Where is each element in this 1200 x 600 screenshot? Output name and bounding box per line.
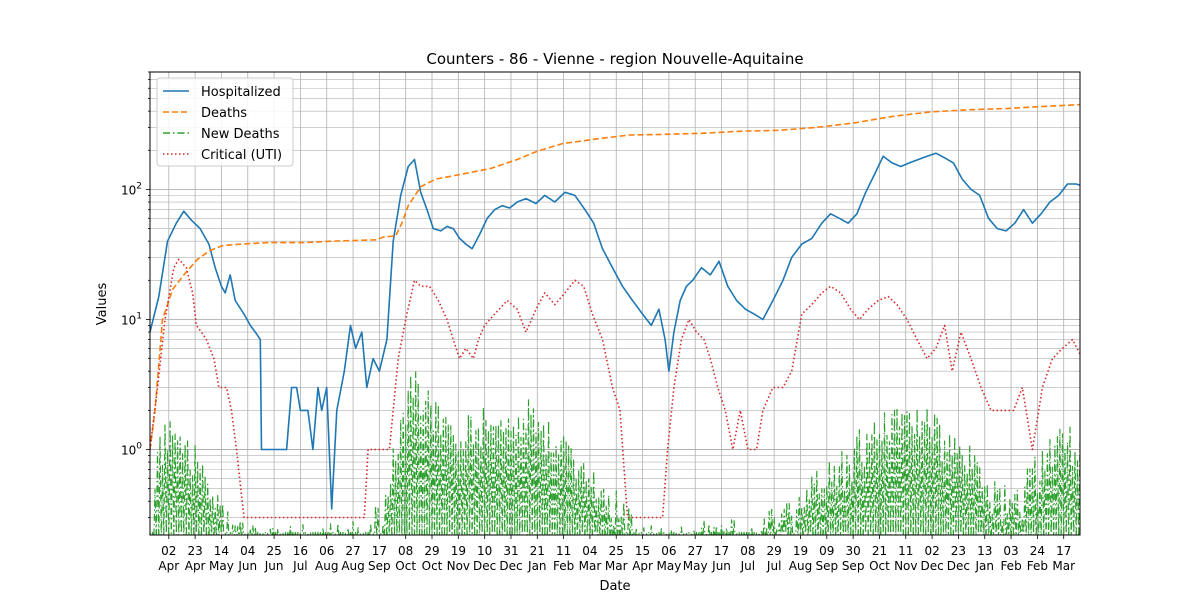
x-tick-label-month: Apr: [632, 559, 653, 573]
x-tick-label-month: Mar: [579, 559, 602, 573]
series-line-new-deaths: [150, 371, 1080, 535]
x-tick-label-month: Aug: [315, 559, 338, 573]
x-tick-label-month: Nov: [894, 559, 917, 573]
x-tick-label-day: 17: [1056, 544, 1071, 558]
x-tick-label-month: May: [656, 559, 681, 573]
x-tick-label-day: 02: [924, 544, 939, 558]
x-tick-label-day: 17: [714, 544, 729, 558]
y-tick-label: 100: [121, 441, 142, 457]
x-tick-label-month: Sep: [842, 559, 865, 573]
x-tick-label-day: 06: [319, 544, 334, 558]
x-tick-label-day: 14: [214, 544, 229, 558]
x-tick-label-month: Nov: [447, 559, 470, 573]
x-tick-label-day: 08: [398, 544, 413, 558]
x-tick-label-day: 17: [372, 544, 387, 558]
x-tick-label-day: 11: [556, 544, 571, 558]
x-tick-label-month: Feb: [1000, 559, 1021, 573]
x-tick-label-month: Jan: [527, 559, 547, 573]
x-tick-label-day: 27: [688, 544, 703, 558]
x-tick-label-day: 21: [872, 544, 887, 558]
x-tick-label-day: 03: [1003, 544, 1018, 558]
x-tick-label-day: 04: [582, 544, 597, 558]
x-tick-label-day: 23: [951, 544, 966, 558]
axes: 02Apr23Apr14May04Jun25Jun16Jul06Aug27Aug…: [121, 71, 1075, 573]
legend-label: New Deaths: [201, 127, 280, 142]
x-tick-label-day: 29: [767, 544, 782, 558]
y-tick-label: 102: [121, 181, 142, 197]
x-tick-label-month: Sep: [816, 559, 839, 573]
x-tick-label-day: 04: [240, 544, 255, 558]
legend-label: Deaths: [201, 106, 247, 121]
series-line-hospitalized: [150, 152, 1080, 510]
x-tick-label-month: Dec: [920, 559, 943, 573]
x-tick-label-month: Mar: [605, 559, 628, 573]
plot-frame: [149, 71, 1081, 536]
x-tick-label-day: 21: [530, 544, 545, 558]
x-tick-label-month: Aug: [341, 559, 364, 573]
x-tick-label-month: Jan: [974, 559, 994, 573]
x-tick-label-month: Jun: [237, 559, 257, 573]
legend-label: Hospitalized: [201, 85, 281, 100]
series-lines: [150, 103, 1080, 535]
x-tick-label-month: Jul: [766, 559, 781, 573]
x-tick-label-month: Feb: [553, 559, 574, 573]
x-tick-label-month: Feb: [1027, 559, 1048, 573]
x-tick-label-day: 06: [661, 544, 676, 558]
x-tick-label-day: 31: [503, 544, 518, 558]
x-tick-label-month: Jul: [740, 559, 755, 573]
x-tick-label-day: 02: [161, 544, 176, 558]
x-tick-label-month: Oct: [395, 559, 416, 573]
x-tick-label-day: 27: [345, 544, 360, 558]
series-line-deaths: [150, 103, 1080, 450]
x-tick-label-day: 19: [451, 544, 466, 558]
x-tick-label-month: Sep: [368, 559, 391, 573]
x-tick-label-day: 10: [477, 544, 492, 558]
chart-title: Counters - 86 - Vienne - region Nouvelle…: [426, 50, 803, 68]
x-tick-label-month: Oct: [869, 559, 890, 573]
x-tick-label-month: Dec: [499, 559, 522, 573]
x-tick-label-month: Dec: [947, 559, 970, 573]
x-tick-label-month: Apr: [158, 559, 179, 573]
x-tick-label-day: 23: [187, 544, 202, 558]
x-tick-label-day: 15: [635, 544, 650, 558]
x-tick-label-day: 29: [424, 544, 439, 558]
x-tick-label-day: 13: [977, 544, 992, 558]
legend-label: Critical (UTI): [201, 148, 282, 163]
x-tick-label-month: Jun: [264, 559, 284, 573]
y-tick-label: 101: [121, 311, 142, 327]
x-tick-label-day: 30: [845, 544, 860, 558]
legend-box: [156, 77, 294, 167]
y-axis-label: Values: [95, 283, 110, 326]
x-tick-label-month: Mar: [1052, 559, 1075, 573]
x-tick-label-day: 19: [793, 544, 808, 558]
x-tick-label-day: 09: [819, 544, 834, 558]
x-tick-label-month: Aug: [789, 559, 812, 573]
x-tick-label-month: Jul: [292, 559, 307, 573]
x-tick-label-day: 11: [898, 544, 913, 558]
x-tick-label-day: 08: [740, 544, 755, 558]
legend: Hospitalized Deaths New Deaths Critical (UT…: [156, 77, 294, 167]
x-tick-label-month: Apr: [185, 559, 206, 573]
x-tick-label-month: May: [683, 559, 708, 573]
x-tick-label-day: 25: [266, 544, 281, 558]
x-tick-label-month: May: [209, 559, 234, 573]
x-tick-label-month: Oct: [422, 559, 443, 573]
x-axis-label: Date: [599, 579, 630, 594]
x-tick-label-month: Dec: [473, 559, 496, 573]
x-tick-label-month: Jun: [711, 559, 731, 573]
x-tick-label-day: 25: [609, 544, 624, 558]
x-tick-label-day: 16: [293, 544, 308, 558]
x-tick-label-day: 24: [1030, 544, 1045, 558]
